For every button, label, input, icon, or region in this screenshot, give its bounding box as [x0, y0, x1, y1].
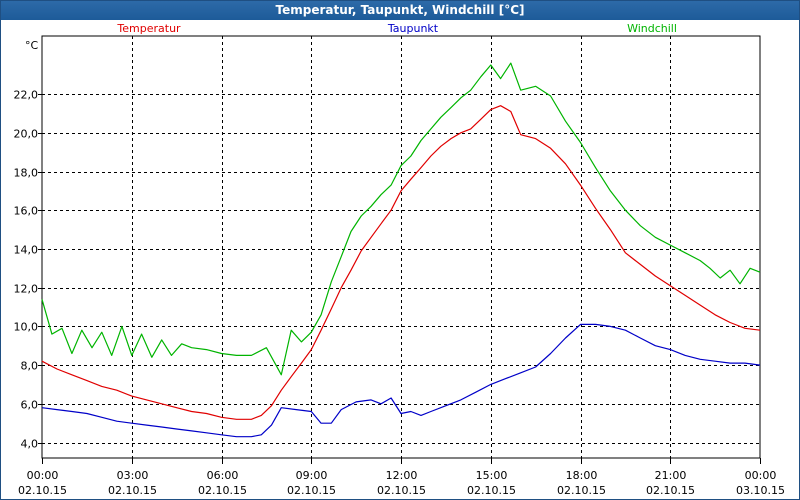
x-tick-time: 21:00 [655, 469, 687, 482]
legend-taupunkt: Taupunkt [387, 22, 439, 35]
legend-windchill: Windchill [627, 22, 677, 35]
y-tick-label: 14,0 [14, 244, 39, 257]
x-tick-time: 06:00 [207, 469, 239, 482]
x-tick-time: 15:00 [476, 469, 508, 482]
y-tick-label: 20,0 [14, 128, 39, 141]
x-tick-date: 02.10.15 [108, 484, 157, 497]
series-line-windchill [41, 62, 761, 376]
x-tick-time: 12:00 [386, 469, 418, 482]
y-unit-label: °C [25, 39, 39, 52]
series-line-taupunkt [41, 323, 761, 438]
y-tick-label: 8,0 [21, 360, 39, 373]
y-tick-label: 6,0 [21, 399, 39, 412]
y-tick-label: 10,0 [14, 321, 39, 334]
x-tick-date: 02.10.15 [198, 484, 247, 497]
x-tick-time: 18:00 [566, 469, 598, 482]
window-title: Temperatur, Taupunkt, Windchill [°C] [1, 1, 799, 20]
legend-temperatur: Temperatur [116, 22, 181, 35]
x-tick-time: 09:00 [296, 469, 328, 482]
x-tick-date: 02.10.15 [467, 484, 516, 497]
x-tick-time: 00:00 [745, 469, 777, 482]
line-chart: 4,0 6,0 8,0 10,0 12,0 14,0 16,0 18,0 20,0 22,0 °C 0… [14, 22, 785, 497]
x-tick-time: 03:00 [117, 469, 149, 482]
x-tick-date: 02.10.15 [377, 484, 426, 497]
y-tick-label: 4,0 [21, 438, 39, 451]
y-tick-label: 18,0 [14, 167, 39, 180]
x-tick-date: 03.10.15 [736, 484, 785, 497]
x-tick-date: 02.10.15 [18, 484, 67, 497]
x-tick-date: 02.10.15 [287, 484, 336, 497]
y-tick-label: 22,0 [14, 89, 39, 102]
series-line-temperatur [41, 105, 761, 420]
y-tick-label: 12,0 [14, 283, 39, 296]
y-tick-label: 16,0 [14, 205, 39, 218]
x-tick-time: 00:00 [27, 469, 59, 482]
x-tick-date: 02.10.15 [646, 484, 695, 497]
x-tick-date: 02.10.15 [557, 484, 606, 497]
